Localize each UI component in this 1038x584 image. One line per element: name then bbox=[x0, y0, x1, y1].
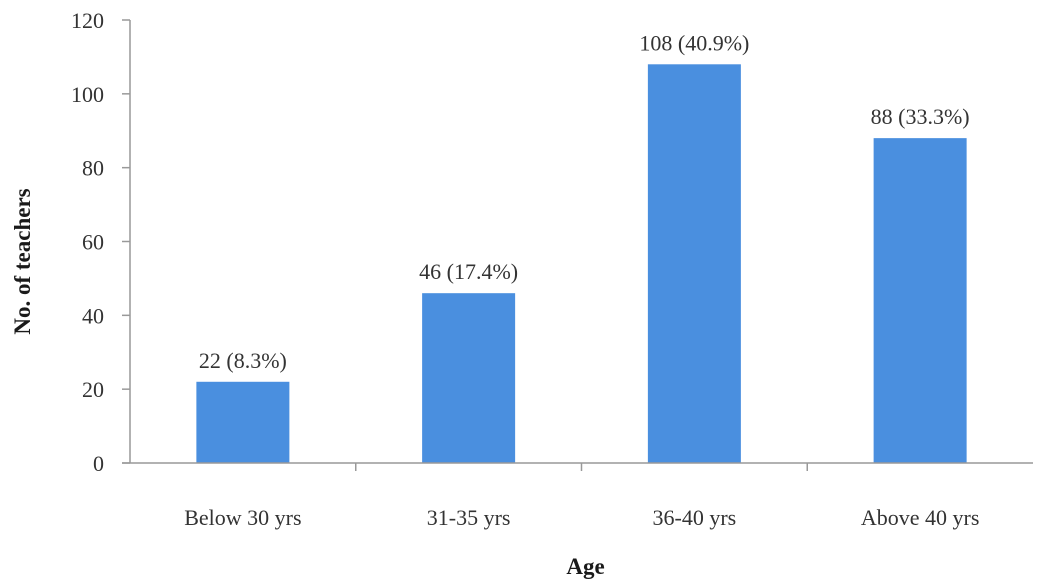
x-tick-label: Below 30 yrs bbox=[184, 505, 301, 530]
bar bbox=[873, 138, 967, 463]
data-label: 22 (8.3%) bbox=[199, 348, 287, 373]
x-tick-label: 36-40 yrs bbox=[653, 505, 737, 530]
bar bbox=[422, 293, 516, 463]
y-axis-title: No. of teachers bbox=[10, 188, 35, 334]
data-label: 88 (33.3%) bbox=[871, 104, 970, 129]
data-label: 108 (40.9%) bbox=[639, 30, 749, 55]
y-tick-label: 80 bbox=[82, 156, 104, 181]
y-tick-label: 40 bbox=[82, 303, 104, 328]
x-tick-label: Above 40 yrs bbox=[861, 505, 980, 530]
y-axis-ticks: 0 20 40 60 80 100 120 bbox=[71, 8, 130, 476]
bar bbox=[196, 381, 290, 463]
x-tick-label: 31-35 yrs bbox=[427, 505, 511, 530]
y-tick-label: 100 bbox=[71, 82, 104, 107]
data-labels: 22 (8.3%) 46 (17.4%) 108 (40.9%) 88 (33.3%) bbox=[199, 30, 970, 372]
y-tick-label: 120 bbox=[71, 8, 104, 33]
x-axis-ticks: Below 30 yrs 31-35 yrs 36-40 yrs Above 40 y… bbox=[184, 463, 979, 530]
bars bbox=[196, 64, 967, 464]
data-label: 46 (17.4%) bbox=[419, 259, 518, 284]
y-tick-label: 60 bbox=[82, 230, 104, 255]
y-tick-label: 0 bbox=[93, 451, 104, 476]
y-tick-label: 20 bbox=[82, 377, 104, 402]
bar bbox=[647, 64, 741, 464]
x-axis-title: Age bbox=[566, 554, 604, 579]
